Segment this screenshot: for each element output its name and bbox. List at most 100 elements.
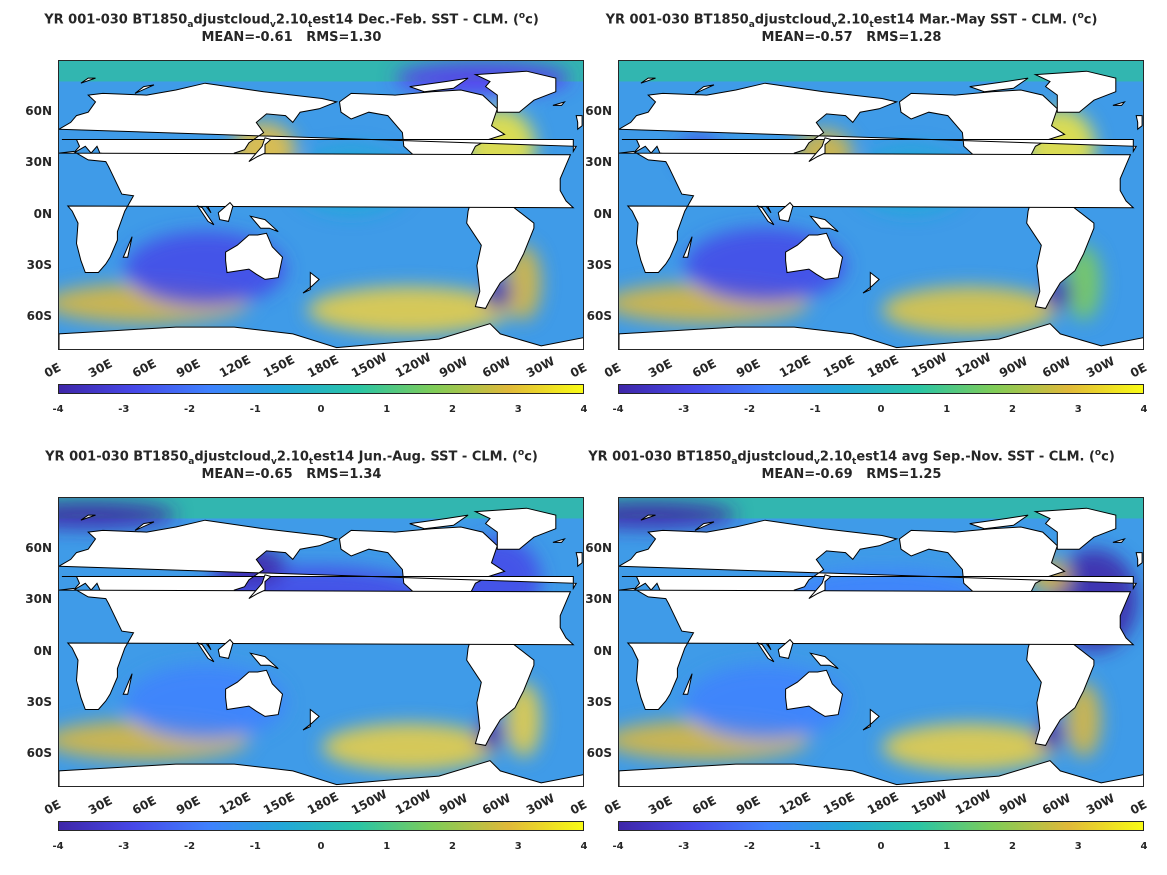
land-sumatra — [756, 204, 775, 226]
land-borneo — [777, 638, 794, 659]
title-part: djustcloud — [737, 449, 815, 465]
colorbar-tick-label: 2 — [449, 841, 456, 852]
lat-tick-label: 0N — [593, 643, 612, 658]
land-newguinea — [809, 652, 839, 670]
land-svalbard — [640, 514, 656, 521]
panel-stats: MEAN=-0.61 RMS=1.30 — [201, 30, 382, 45]
land-nz — [862, 708, 880, 731]
colorbar-tick-label: 3 — [514, 404, 522, 415]
land-svalbard — [80, 77, 96, 84]
lat-tick-label: 30S — [586, 694, 612, 709]
title-part: a — [748, 19, 755, 30]
lat-tick-label: 60N — [25, 104, 52, 119]
land-australia — [225, 669, 284, 717]
colorbar-tick-label: -2 — [183, 404, 196, 415]
lon-tick-label: 0E — [602, 797, 624, 818]
colorbar-tick-label: 0 — [317, 404, 325, 415]
colorbar-tick-label: 1 — [943, 841, 951, 852]
land-novaya — [134, 84, 155, 94]
sst-map — [58, 60, 584, 350]
lon-tick-label: 150W — [348, 787, 390, 818]
lon-tick-label: 120W — [392, 787, 434, 818]
title-part: t — [852, 456, 857, 467]
land-nz — [302, 708, 320, 731]
colorbar-tick-label: -1 — [249, 404, 261, 415]
land-madagascar — [122, 673, 133, 695]
colorbar-tick-label: -4 — [52, 841, 64, 852]
colorbar-tick-label: -3 — [678, 404, 690, 415]
title-part: o — [518, 11, 526, 21]
title-part: est14 avg Sep.-Nov. SST - CLM. ( — [856, 449, 1095, 465]
land-newguinea — [809, 215, 839, 233]
lat-tick-label: 30N — [585, 155, 612, 170]
lon-tick-label: 120E — [777, 352, 814, 381]
land-africa — [619, 587, 1135, 710]
lon-tick-label: 30E — [85, 356, 115, 381]
sst-map-svg — [619, 61, 1143, 349]
lat-tick-label: 30S — [26, 694, 52, 709]
land-newguinea — [249, 652, 279, 670]
lon-tick-label: 150E — [821, 352, 858, 381]
colorbar-tick-label: 4 — [1140, 841, 1148, 852]
lon-tick-label: 30E — [645, 356, 675, 381]
land-africa — [619, 150, 1135, 273]
land-australia — [785, 669, 844, 717]
title-part: est14 Jun.-Aug. SST - CLM. ( — [313, 449, 518, 465]
lon-tick-label: 120E — [217, 789, 254, 818]
title-part: c) — [1083, 12, 1098, 28]
lon-tick-label: 0E — [1128, 360, 1150, 381]
land-japan — [808, 137, 832, 163]
title-part: v — [270, 19, 276, 30]
title-part: a — [731, 456, 738, 467]
lon-tick-label: 150E — [261, 789, 298, 818]
land-nz — [862, 271, 880, 294]
land-arctic_isl — [409, 514, 469, 530]
land-antarctica — [619, 323, 1143, 349]
land-iceland — [1112, 537, 1126, 543]
land-sumatra — [756, 641, 775, 663]
land-nz — [302, 271, 320, 294]
land-sumatra — [196, 204, 215, 226]
land-japan — [248, 574, 272, 600]
colorbar — [618, 384, 1144, 394]
lon-tick-label: 30W — [524, 353, 558, 381]
lon-tick-label: 90E — [173, 356, 203, 381]
lon-tick-label: 60W — [480, 790, 514, 818]
lat-tick-label: 30N — [25, 155, 52, 170]
title-part: est14 Dec.-Feb. SST - CLM. ( — [312, 12, 519, 28]
lon-tick-label: 60E — [129, 793, 159, 818]
title-part: o — [1077, 11, 1084, 21]
colorbar-tick-label: 3 — [1074, 404, 1082, 415]
arctic-band — [619, 498, 1143, 519]
title-part: a — [188, 456, 195, 467]
lon-tick-label: 30W — [1084, 353, 1118, 381]
title-part: o — [1094, 448, 1102, 458]
lon-tick-label: 60W — [1040, 790, 1074, 818]
title-part: YR 001-030 BT1850 — [588, 449, 732, 465]
land-uk — [1135, 552, 1143, 568]
colorbar-tick-label: 2 — [449, 404, 456, 415]
anomaly-blob — [307, 286, 512, 334]
land-arctic_isl — [409, 77, 469, 93]
lon-tick-label: 90E — [173, 793, 203, 818]
lat-tick-label: 30S — [26, 257, 52, 272]
lon-tick-label: 60W — [480, 353, 514, 381]
land-greenland — [473, 70, 557, 113]
title-part: v — [831, 19, 838, 30]
land-arctic_isl — [969, 514, 1029, 530]
sst-map-svg — [619, 498, 1143, 786]
lon-tick-label: 150W — [908, 350, 950, 381]
sst-map — [618, 497, 1144, 787]
colorbar-tick-label: -1 — [809, 404, 821, 415]
title-part: djustcloud — [194, 449, 271, 465]
title-part: 2.10 — [819, 449, 852, 465]
anomaly-blob — [59, 501, 176, 529]
lon-tick-label: 180E — [305, 352, 341, 381]
title-part: 2.10 — [276, 449, 309, 465]
colorbar-tick-label: 4 — [1140, 404, 1148, 415]
title-part: t — [869, 19, 874, 30]
lon-tick-label: 180E — [305, 789, 341, 818]
land-arctic_isl — [969, 77, 1029, 93]
colorbar-tick-label: -2 — [743, 841, 756, 852]
land-sumatra — [196, 641, 215, 663]
